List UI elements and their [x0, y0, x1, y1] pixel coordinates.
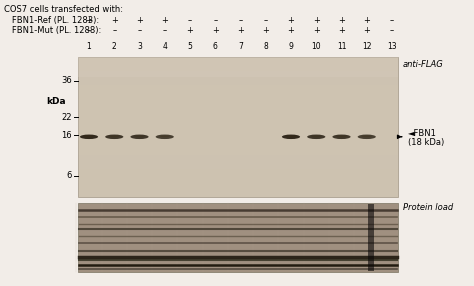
Ellipse shape: [130, 134, 148, 139]
Ellipse shape: [135, 135, 145, 137]
Text: 16: 16: [61, 131, 72, 140]
Text: +: +: [262, 26, 269, 35]
Ellipse shape: [358, 134, 376, 139]
Text: –: –: [163, 26, 167, 35]
Text: +: +: [338, 26, 345, 35]
Text: –: –: [390, 16, 394, 25]
Bar: [78, 85, 398, 99]
Text: –: –: [87, 26, 91, 35]
Text: 6: 6: [67, 172, 72, 180]
Text: –: –: [213, 16, 218, 25]
Text: 13: 13: [387, 42, 397, 51]
Text: +: +: [363, 16, 370, 25]
Text: 7: 7: [238, 42, 243, 51]
Text: +: +: [237, 26, 244, 35]
Ellipse shape: [109, 135, 119, 137]
Text: +: +: [313, 16, 319, 25]
Text: FBN1-Mut (PL. 1288):: FBN1-Mut (PL. 1288):: [4, 26, 101, 35]
Ellipse shape: [155, 134, 174, 139]
Ellipse shape: [80, 134, 98, 139]
Bar: [78, 169, 398, 183]
Text: ◄FBN1: ◄FBN1: [408, 129, 437, 138]
Bar: [368, 204, 374, 271]
Text: 12: 12: [362, 42, 372, 51]
Ellipse shape: [105, 134, 123, 139]
Bar: [78, 57, 398, 77]
Bar: [78, 57, 398, 71]
Text: 11: 11: [337, 42, 346, 51]
Ellipse shape: [362, 135, 372, 137]
Text: +: +: [86, 16, 92, 25]
Text: +: +: [338, 16, 345, 25]
Bar: [78, 203, 398, 272]
Bar: [78, 141, 398, 155]
Text: 6: 6: [213, 42, 218, 51]
Bar: [78, 71, 398, 85]
Text: COS7 cells transfected with:: COS7 cells transfected with:: [4, 5, 123, 14]
Text: +: +: [288, 26, 294, 35]
Ellipse shape: [286, 135, 296, 137]
Ellipse shape: [307, 134, 325, 139]
Ellipse shape: [160, 135, 170, 137]
Text: Protein load: Protein load: [403, 203, 453, 212]
Text: 8: 8: [264, 42, 268, 51]
Bar: [78, 57, 398, 197]
Text: FBN1-Ref (PL. 1283):: FBN1-Ref (PL. 1283):: [4, 16, 99, 25]
Text: kDa: kDa: [46, 97, 66, 106]
Text: –: –: [188, 16, 192, 25]
Text: +: +: [288, 16, 294, 25]
Text: 5: 5: [188, 42, 192, 51]
Text: –: –: [264, 16, 268, 25]
Text: +: +: [212, 26, 219, 35]
Ellipse shape: [84, 135, 94, 137]
Ellipse shape: [337, 135, 346, 137]
Text: anti-FLAG: anti-FLAG: [403, 60, 444, 69]
Text: (18 kDa): (18 kDa): [408, 138, 444, 147]
Text: 4: 4: [162, 42, 167, 51]
Text: +: +: [363, 26, 370, 35]
Ellipse shape: [282, 134, 300, 139]
Text: +: +: [161, 16, 168, 25]
Ellipse shape: [311, 135, 321, 137]
Text: 3: 3: [137, 42, 142, 51]
Text: 1: 1: [87, 42, 91, 51]
Text: 2: 2: [112, 42, 117, 51]
Text: 36: 36: [61, 76, 72, 85]
Text: +: +: [111, 16, 118, 25]
Bar: [78, 183, 398, 197]
Text: –: –: [238, 16, 243, 25]
Bar: [78, 127, 398, 141]
Text: +: +: [136, 16, 143, 25]
Text: 9: 9: [289, 42, 293, 51]
Text: +: +: [187, 26, 193, 35]
Text: +: +: [313, 26, 319, 35]
Bar: [78, 113, 398, 127]
Text: –: –: [112, 26, 117, 35]
Text: –: –: [390, 26, 394, 35]
Text: 10: 10: [311, 42, 321, 51]
Ellipse shape: [332, 134, 351, 139]
Bar: [78, 155, 398, 169]
Text: –: –: [137, 26, 142, 35]
Text: 22: 22: [62, 113, 72, 122]
Bar: [78, 99, 398, 113]
